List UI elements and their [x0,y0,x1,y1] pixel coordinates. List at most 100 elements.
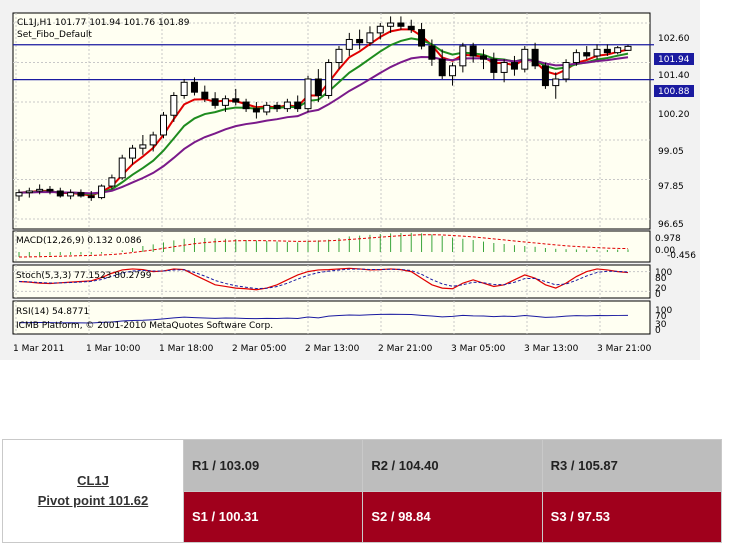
resistance-row: CL1J Pivot point 101.62 R1 / 103.09 R2 /… [2,439,723,543]
chart-canvas[interactable]: CL1J,H1 101.77 101.94 101.76 101.89 Set_… [0,0,700,360]
price-axis: 102.60 101.40 100.20 99.05 97.85 96.65 1… [654,34,694,230]
candle-body [387,22,395,27]
stoch-tick: 80 [655,274,667,284]
candles [15,16,632,201]
pivot-link[interactable]: Pivot point 101.62 [37,493,149,508]
price-box-label: 101.94 [658,55,690,65]
candle-body [273,104,281,110]
price-tick: 97.85 [658,182,684,192]
candle-body [77,192,85,197]
support-row: S1 / 100.31 S2 / 98.84 S3 / 97.53 [3,490,723,543]
candle-body [593,48,601,57]
candle-body [190,81,198,93]
r3-cell: R3 / 105.87 [541,439,723,492]
time-tick: 3 Mar 21:00 [597,344,652,354]
candle-body [242,101,250,110]
time-tick: 3 Mar 13:00 [524,344,579,354]
rsi-line [18,313,629,324]
price-tick: 100.20 [658,110,690,120]
candle-body [252,108,260,113]
s2-cell: S2 / 98.84 [362,490,543,543]
macd-tick: 0.978 [655,234,681,244]
candle-body [160,114,168,136]
candle-body [15,192,23,197]
candle-body [108,177,116,187]
symbol-link[interactable]: CL1J [77,473,109,488]
candle-body [314,78,322,96]
r2-cell: R2 / 104.40 [362,439,543,492]
template-name: Set_Fibo_Default [17,30,92,40]
candle-body [614,47,622,54]
copyright: ICMB Platform, © 2001-2010 MetaQuotes So… [16,321,273,331]
candle-body [459,45,467,67]
candle-body [118,157,126,179]
rsi-tick: 70 [655,312,667,322]
rsi-tick: 0 [655,326,661,336]
candle-body [356,38,364,44]
candle-body [232,98,240,103]
rsi-label: RSI(14) 54.8771 [16,307,89,317]
candle-body [149,134,157,146]
price-tick: 102.60 [658,34,690,44]
price-box [654,53,694,65]
candle-body [211,98,219,106]
candle-body [283,101,291,110]
pane-background [12,230,651,263]
candle-body [521,48,529,70]
price-chart[interactable]: CL1J,H1 101.77 101.94 101.76 101.89 Set_… [0,0,700,360]
stoch-signal-line [18,268,629,290]
time-tick: 1 Mar 2011 [13,344,64,354]
stoch-main-line [18,267,629,291]
candle-body [170,94,178,116]
candle-body [449,65,457,77]
rsi-line-path [18,313,629,324]
stoch-tick: 100 [655,268,672,278]
candle-body [418,29,426,47]
macd-tick: 0.00 [655,246,675,256]
candle-body [510,62,518,70]
time-tick: 3 Mar 05:00 [451,344,506,354]
candle-body [294,101,302,110]
candle-body [67,192,75,197]
candle-body [479,55,487,60]
candle-body [624,45,632,51]
candle-body [56,190,64,197]
candle-body [541,65,549,87]
candle-body [428,45,436,60]
time-tick: 1 Mar 10:00 [86,344,141,354]
symbol-info: CL1J,H1 101.77 101.94 101.76 101.89 [17,18,190,28]
s1-cell: S1 / 100.31 [182,490,364,543]
candle-body [376,25,384,34]
macd-tick: -0.456 [667,251,696,261]
price-box [654,85,694,97]
price-tick: 96.65 [658,220,684,230]
pane-background [12,12,651,230]
candle-body [221,98,229,106]
candle-body [325,62,333,96]
candle-body [490,58,498,73]
time-axis: 1 Mar 2011 1 Mar 10:00 1 Mar 18:00 2 Mar… [13,344,652,354]
candle-body [46,188,54,192]
candle-body [562,62,570,80]
candle-body [98,185,106,199]
candle-body [438,58,446,77]
time-tick: 2 Mar 21:00 [378,344,433,354]
candle-body [469,45,477,57]
candle-body [531,48,539,67]
candle-body [263,104,271,113]
s3-cell: S3 / 97.53 [541,490,723,543]
macd-signal-line [18,234,629,258]
candle-body [201,91,209,100]
candle-body [407,25,415,31]
r1-cell: R1 / 103.09 [182,439,364,492]
time-tick: 2 Mar 13:00 [305,344,360,354]
time-tick: 1 Mar 18:00 [159,344,214,354]
time-tick: 2 Mar 05:00 [232,344,287,354]
macd-label: MACD(12,26,9) 0.132 0.086 [16,236,142,246]
rsi-tick: 30 [655,320,667,330]
stoch-label: Stoch(5,3,3) 77.1523 80.2799 [16,271,152,281]
rsi-tick: 100 [655,306,672,316]
candle-body [366,32,374,44]
candle-body [87,195,95,199]
candle-body [180,81,188,96]
